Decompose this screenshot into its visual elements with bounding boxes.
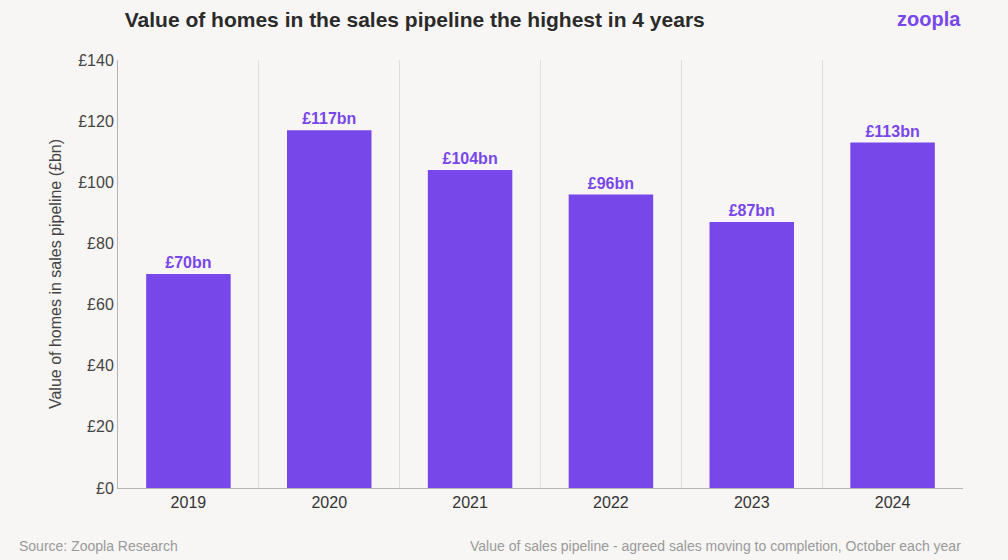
- svg-text:£117bn: £117bn: [302, 110, 356, 127]
- svg-text:£140: £140: [78, 52, 114, 69]
- svg-text:Source: Zoopla Research: Source: Zoopla Research: [19, 538, 178, 554]
- svg-text:£20: £20: [87, 418, 114, 435]
- svg-text:2023: 2023: [734, 494, 770, 511]
- svg-text:Value of homes in sales pipeli: Value of homes in sales pipeline (£bn): [47, 139, 64, 409]
- svg-text:£113bn: £113bn: [865, 123, 919, 140]
- svg-text:2020: 2020: [311, 494, 347, 511]
- svg-text:2022: 2022: [593, 494, 629, 511]
- svg-text:£104bn: £104bn: [443, 150, 498, 167]
- svg-text:£120: £120: [78, 113, 114, 130]
- svg-text:£70bn: £70bn: [165, 254, 211, 271]
- svg-text:Value of sales pipeline - agre: Value of sales pipeline - agreed sales m…: [470, 538, 961, 554]
- svg-text:£0: £0: [96, 480, 114, 497]
- svg-text:2024: 2024: [875, 494, 911, 511]
- svg-text:£96bn: £96bn: [588, 175, 634, 192]
- svg-text:Value of homes in the sales pi: Value of homes in the sales pipeline the…: [125, 8, 705, 31]
- svg-text:£80: £80: [87, 235, 114, 252]
- svg-text:zoopla: zoopla: [897, 8, 961, 30]
- svg-text:£100: £100: [78, 174, 114, 191]
- svg-text:£40: £40: [87, 357, 114, 374]
- svg-text:£60: £60: [87, 296, 114, 313]
- svg-text:2019: 2019: [171, 494, 207, 511]
- svg-text:£87bn: £87bn: [729, 202, 775, 219]
- svg-text:2021: 2021: [452, 494, 488, 511]
